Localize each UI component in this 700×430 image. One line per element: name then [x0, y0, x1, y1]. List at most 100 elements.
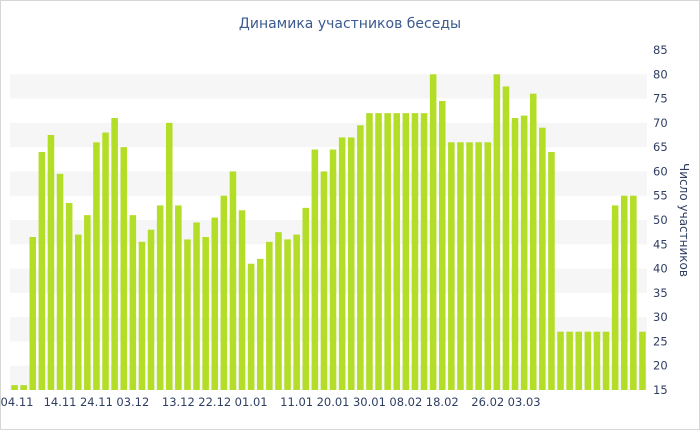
x-tick-label: 14.11 — [44, 395, 77, 409]
y-tick-label: 80 — [653, 67, 668, 81]
bar — [120, 147, 128, 390]
bar — [111, 118, 118, 390]
bar — [329, 149, 337, 390]
x-tick-label: 13.12 — [162, 395, 195, 409]
y-tick-label: 70 — [653, 116, 668, 130]
bar — [466, 142, 473, 390]
x-tick-label: 04.11 — [1, 395, 34, 409]
bar — [357, 125, 364, 390]
x-tick-label: 20.01 — [317, 395, 350, 409]
bar — [338, 137, 346, 390]
y-axis-ticks: 15 20 25 30 35 40 45 50 55 60 65 70 75 80 85 — [653, 43, 668, 397]
bar — [484, 142, 492, 390]
bar — [156, 205, 164, 390]
y-tick-label: 75 — [653, 92, 668, 106]
bar — [602, 331, 610, 390]
x-tick-label: 01.01 — [235, 395, 268, 409]
bar — [47, 135, 55, 390]
bar — [147, 229, 155, 390]
y-tick-label: 25 — [653, 334, 668, 348]
bar — [347, 137, 355, 390]
bar — [266, 241, 273, 390]
x-tick-label: 11.01 — [280, 395, 313, 409]
x-axis-ticks: 04.11 14.11 24.11 03.12 13.12 22.12 01.01 11.01… — [1, 395, 541, 409]
bar — [29, 237, 37, 390]
bar — [102, 132, 109, 390]
bar — [557, 331, 564, 390]
bar — [311, 149, 319, 390]
bar — [320, 171, 328, 390]
bar — [566, 331, 573, 390]
y-tick-label: 55 — [653, 189, 668, 203]
bar — [93, 142, 100, 390]
x-tick-label: 24.11 — [80, 395, 113, 409]
bar — [275, 232, 282, 390]
bar — [520, 115, 528, 390]
x-tick-label: 03.12 — [116, 395, 149, 409]
bar — [302, 207, 310, 390]
bar — [475, 142, 482, 390]
bar — [448, 142, 455, 390]
y-tick-label: 15 — [653, 383, 668, 397]
bar — [247, 263, 255, 390]
y-tick-label: 45 — [653, 237, 668, 251]
bar — [548, 152, 555, 390]
bar — [384, 113, 391, 390]
bar — [256, 258, 264, 390]
y-tick-label: 30 — [653, 310, 668, 324]
chart-title: Динамика участников беседы — [239, 16, 461, 32]
y-tick-label: 20 — [653, 359, 668, 373]
bar — [402, 113, 410, 390]
bar — [429, 74, 437, 390]
bar — [593, 331, 601, 390]
x-tick-label: 22.12 — [198, 395, 231, 409]
x-tick-label: 30.01 — [353, 395, 386, 409]
bar — [411, 113, 419, 390]
bar — [375, 113, 382, 390]
x-tick-label: 08.02 — [389, 395, 422, 409]
y-axis-label: Число участников — [677, 163, 691, 277]
y-tick-label: 65 — [653, 140, 668, 154]
bar — [393, 113, 401, 390]
x-tick-label: 26.02 — [471, 395, 504, 409]
background-band — [10, 74, 647, 99]
bar — [438, 101, 446, 390]
bar — [184, 239, 191, 390]
bar — [193, 222, 200, 390]
bar — [575, 331, 583, 390]
bar — [366, 113, 373, 390]
x-tick-label: 18.02 — [426, 395, 459, 409]
bar — [202, 237, 209, 390]
bar — [229, 171, 237, 390]
bar — [65, 203, 73, 390]
bar — [529, 93, 537, 391]
bar — [56, 173, 64, 390]
bar — [611, 205, 619, 390]
bar — [293, 234, 300, 390]
bar — [84, 215, 91, 390]
bar — [129, 215, 137, 390]
bar — [584, 331, 592, 390]
bar — [165, 122, 173, 391]
y-tick-label: 40 — [653, 262, 668, 276]
x-tick-label: 03.03 — [508, 395, 541, 409]
bar — [639, 331, 646, 390]
bar — [11, 385, 18, 390]
bar — [220, 195, 228, 390]
bar — [74, 234, 82, 390]
bar — [457, 142, 464, 390]
y-tick-label: 50 — [653, 213, 668, 227]
bar — [20, 385, 27, 390]
y-tick-label: 35 — [653, 286, 668, 300]
y-tick-label: 85 — [653, 43, 668, 57]
bar — [511, 118, 519, 390]
bar — [284, 239, 291, 390]
bar — [175, 205, 182, 390]
y-tick-label: 60 — [653, 164, 668, 178]
bar — [539, 127, 546, 391]
bar — [420, 113, 428, 390]
bar — [630, 195, 637, 390]
bar — [502, 86, 510, 391]
bar — [138, 241, 146, 390]
